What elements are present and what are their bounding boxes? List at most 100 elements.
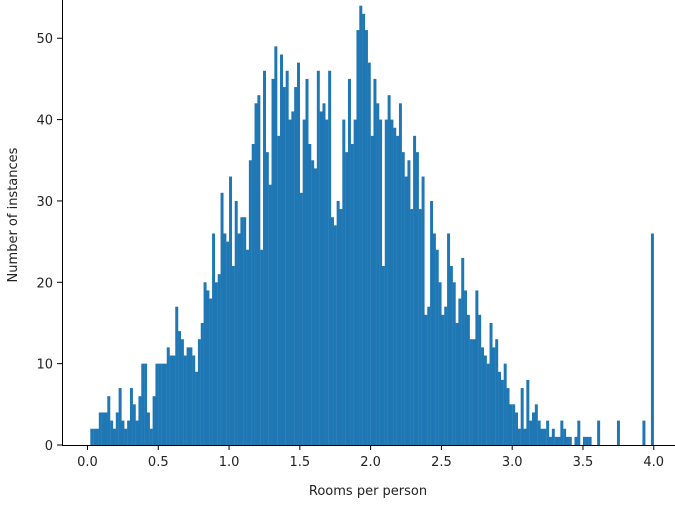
histogram-bar	[274, 46, 278, 445]
histogram-bar	[192, 355, 196, 445]
histogram-bar	[362, 13, 366, 445]
x-tick-label: 0.5	[148, 455, 169, 470]
histogram-bar	[356, 30, 360, 445]
histogram-bar	[268, 184, 272, 445]
x-tick-label: 0.0	[77, 455, 98, 470]
histogram-bar	[90, 428, 94, 445]
histogram-bar	[175, 306, 179, 445]
histogram-bar	[146, 412, 150, 445]
x-tick-label: 1.0	[219, 455, 240, 470]
histogram-bar	[475, 290, 479, 445]
histogram-bar	[104, 412, 108, 445]
histogram-bar	[129, 388, 133, 445]
histogram-bar	[229, 176, 233, 445]
histogram-bar	[246, 249, 250, 445]
histogram-bar	[543, 428, 547, 445]
histogram-bar	[472, 339, 476, 445]
x-tick-label: 1.5	[289, 455, 310, 470]
histogram-bar	[515, 412, 519, 445]
histogram-bar	[163, 363, 167, 445]
histogram-bar	[481, 347, 485, 445]
y-tick-label: 30	[36, 195, 53, 210]
histogram-bar	[93, 428, 97, 445]
histogram-bar	[563, 428, 567, 445]
histogram-bar	[166, 347, 170, 445]
histogram-bar	[127, 420, 131, 445]
histogram-bar	[509, 404, 513, 445]
x-tick-label: 2.5	[431, 455, 452, 470]
histogram-bar	[370, 135, 374, 445]
histogram-bar	[237, 233, 241, 445]
histogram-bar	[226, 241, 230, 445]
histogram-bar	[350, 143, 354, 446]
histogram-bar	[540, 428, 544, 445]
histogram-bar	[112, 428, 116, 445]
histogram-bar	[248, 160, 252, 445]
histogram-bar	[401, 152, 405, 445]
histogram-bar	[529, 420, 533, 445]
histogram-bar	[498, 371, 502, 445]
histogram-bar	[277, 135, 281, 445]
x-tick-label: 4.0	[643, 455, 664, 470]
histogram-bar	[203, 282, 207, 445]
histogram-bar	[458, 298, 462, 445]
histogram-bar	[478, 314, 482, 445]
histogram-bar	[257, 95, 261, 446]
histogram-bar	[430, 200, 434, 445]
histogram-bar	[169, 355, 173, 445]
y-tick-label: 20	[36, 276, 53, 291]
histogram-bar	[546, 420, 550, 445]
histogram-bar	[560, 420, 564, 445]
histogram-bar	[554, 436, 558, 445]
y-tick-label: 40	[36, 114, 53, 129]
histogram-bar	[359, 5, 363, 445]
histogram-bar	[95, 428, 99, 445]
bars	[90, 5, 654, 446]
histogram-bar	[265, 152, 269, 445]
histogram-bar	[311, 160, 315, 445]
histogram-bar	[489, 322, 493, 445]
histogram-bar	[413, 135, 417, 445]
histogram-bar	[101, 412, 105, 445]
histogram-bar	[650, 233, 654, 445]
histogram-bar	[452, 282, 456, 445]
histogram-bar	[308, 143, 312, 446]
histogram-bar	[178, 331, 182, 445]
histogram-bar	[398, 103, 402, 445]
histogram-bar	[319, 111, 323, 446]
histogram-bar	[322, 103, 326, 445]
histogram-bar	[534, 404, 538, 445]
histogram-bar	[209, 298, 213, 445]
histogram-bar	[180, 339, 184, 445]
histogram-bar	[557, 436, 561, 445]
histogram-bar	[220, 192, 224, 445]
histogram-bar	[461, 257, 465, 445]
histogram-bar	[299, 192, 303, 445]
histogram-bar	[217, 274, 221, 445]
histogram-bar	[347, 78, 351, 446]
histogram-bar	[223, 233, 227, 445]
histogram-bar	[158, 363, 162, 445]
histogram-bar	[523, 428, 527, 445]
histogram-bar	[200, 322, 204, 445]
y-ticks: 0 10 20 30 40 50	[36, 32, 62, 454]
histogram-bar	[243, 217, 247, 445]
histogram-bar	[537, 420, 541, 445]
histogram-bar	[390, 119, 394, 445]
histogram-bar	[407, 160, 411, 445]
histogram-bar	[144, 363, 148, 445]
histogram-bar	[98, 412, 102, 445]
histogram-bar	[263, 70, 267, 445]
histogram-bar	[189, 347, 193, 445]
histogram-bar	[124, 428, 128, 445]
histogram-bar	[373, 78, 377, 446]
histogram-bar	[585, 436, 589, 445]
histogram-bar	[568, 436, 572, 445]
histogram-bar	[565, 436, 569, 445]
histogram-bar	[285, 70, 289, 445]
histogram-bar	[495, 339, 499, 445]
histogram-bar	[118, 388, 122, 445]
histogram-bar	[364, 30, 368, 445]
histogram-bar	[149, 428, 153, 445]
histogram-bar	[597, 420, 601, 445]
